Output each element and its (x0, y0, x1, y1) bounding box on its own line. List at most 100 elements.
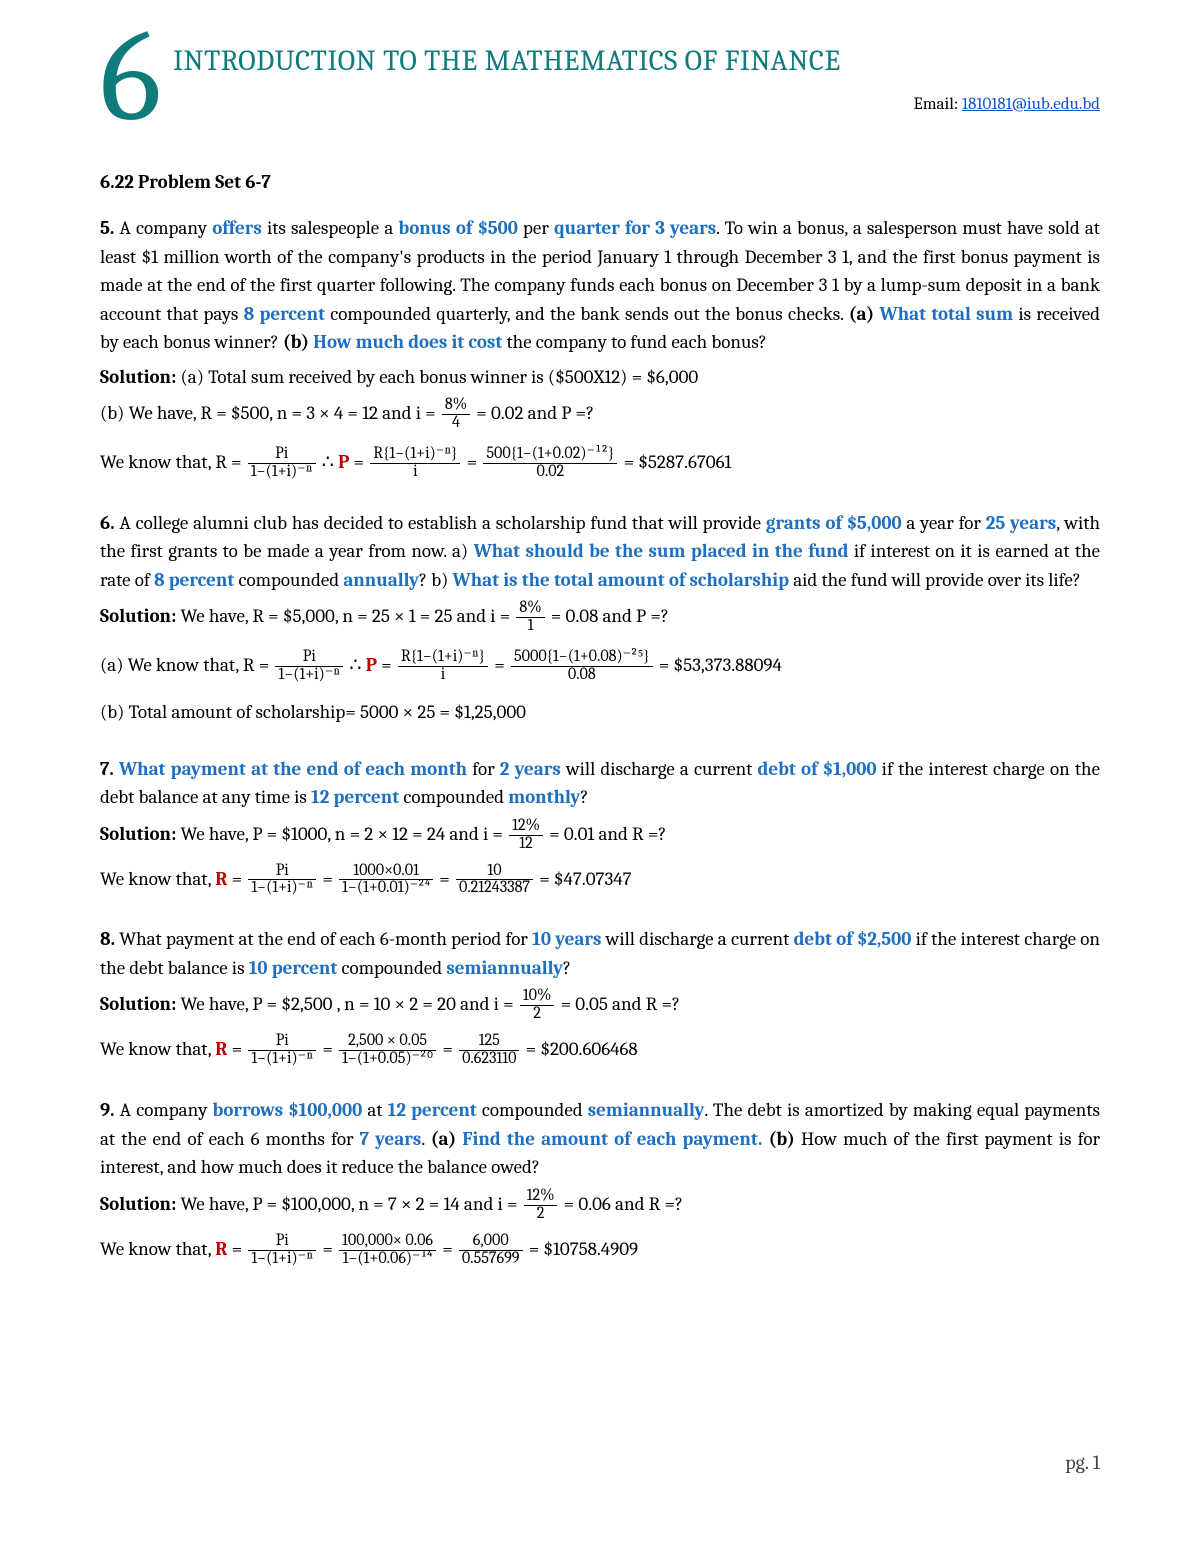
variable-R: R (215, 1038, 227, 1060)
text: We know that, (100, 1238, 215, 1260)
text: = 0.02 and P =? (472, 402, 594, 424)
fraction: 6,0000.557699 (459, 1233, 523, 1268)
text: = (318, 1238, 337, 1260)
text: ? (580, 786, 588, 808)
text: = (318, 867, 337, 889)
text: = (349, 451, 368, 473)
solution-line: Solution: We have, P = $2,500 , n = 10 ×… (100, 988, 1100, 1023)
text: compounded (399, 786, 508, 808)
highlight: 8 percent (244, 303, 325, 325)
highlight: debt of $2,500 (794, 928, 912, 950)
text: = (490, 654, 509, 676)
text: aid the fund will provide over its life? (789, 569, 1081, 591)
email-line: Email: 1810181@iub.edu.bd (173, 92, 1100, 118)
highlight: 25 years (986, 512, 1056, 534)
text: for (467, 758, 500, 780)
highlight: What should be the sum placed in the fun… (474, 540, 849, 562)
text: compounded quarterly, and the bank sends… (325, 303, 849, 325)
text: (a) Total sum received by each bonus win… (176, 366, 698, 388)
fraction: Pi1−(1+i)⁻ⁿ (275, 649, 343, 684)
text: = (227, 1238, 246, 1260)
text: What payment at the end of each 6-month … (115, 928, 532, 950)
highlight: debt of $1,000 (758, 758, 877, 780)
text: A company (115, 1099, 213, 1121)
solution-line: Solution: We have, R = $5,000, n = 25 × … (100, 600, 1100, 635)
solution-line: We know that, R = Pi1−(1+i)⁻ⁿ = 2,500 × … (100, 1033, 1100, 1068)
highlight: quarter for 3 years (554, 217, 716, 239)
fraction: Pi1−(1+i)⁻ⁿ (248, 1033, 316, 1068)
fraction: 12%12 (509, 818, 543, 853)
text: at (362, 1099, 387, 1121)
highlight: semiannually (588, 1099, 705, 1121)
highlight: What payment at the end of each month (114, 758, 467, 780)
chapter-title: INTRODUCTION TO THE MATHEMATICS OF FINAN… (173, 40, 1100, 84)
text: the company to fund each bonus? (502, 331, 767, 353)
part-b-label: (b) (283, 331, 309, 353)
solution-label: Solution: (100, 605, 176, 627)
text: per (518, 217, 554, 239)
fraction: Pi1−(1+i)⁻ⁿ (248, 863, 316, 898)
part-b-label: (b) (762, 1128, 794, 1150)
text: ∴ (345, 654, 365, 676)
problem-number: 7. (100, 758, 114, 780)
text: We have, P = $100,000, n = 7 × 2 = 14 an… (176, 1193, 521, 1215)
fraction: Pi1−(1+i)⁻ⁿ (248, 446, 316, 481)
highlight: bonus of $500 (398, 217, 518, 239)
text: = (438, 1038, 457, 1060)
highlight: grants of $5,000 (766, 512, 902, 534)
solution-label: Solution: (100, 823, 176, 845)
text: = (438, 1238, 457, 1260)
fraction: 10%2 (520, 988, 555, 1023)
highlight: offers (212, 217, 262, 239)
solution-line: Solution: We have, P = $100,000, n = 7 ×… (100, 1188, 1100, 1223)
page-header: 6 INTRODUCTION TO THE MATHEMATICS OF FIN… (100, 30, 1100, 133)
highlight: 8 percent (154, 569, 234, 591)
header-right: INTRODUCTION TO THE MATHEMATICS OF FINAN… (173, 30, 1100, 117)
text: We have, R = $5,000, n = 25 × 1 = 25 and… (176, 605, 514, 627)
fraction: 5000{1−(1+0.08)⁻²⁵}0.08 (511, 649, 653, 684)
text: = 0.01 and R =? (545, 823, 666, 845)
highlight: What total sum (874, 303, 1013, 325)
text: We have, P = $2,500 , n = 10 × 2 = 20 an… (176, 993, 518, 1015)
highlight: 12 percent (311, 786, 399, 808)
fraction: 100.21243387 (456, 863, 533, 898)
solution-line: Solution: We have, P = $1000, n = 2 × 12… (100, 818, 1100, 853)
text: We know that, R = (100, 451, 246, 473)
email-link[interactable]: 1810181@iub.edu.bd (962, 95, 1100, 114)
variable-P: P (338, 451, 349, 473)
solution-label: Solution: (100, 993, 176, 1015)
text: We know that, (100, 1038, 215, 1060)
solution-line: We know that, R = Pi1−(1+i)⁻ⁿ ∴ P = R{1−… (100, 446, 1100, 481)
highlight: 2 years (500, 758, 561, 780)
text: = (227, 1038, 246, 1060)
solution-line: (b) We have, R = $500, n = 3 × 4 = 12 an… (100, 397, 1100, 432)
highlight: How much does it cost (309, 331, 502, 353)
highlight: annually (343, 569, 419, 591)
solution-line: (a) We know that, R = Pi1−(1+i)⁻ⁿ ∴ P = … (100, 649, 1100, 684)
highlight: 12 percent (388, 1099, 477, 1121)
text: (a) We know that, R = (100, 654, 273, 676)
answer: = $10758.4909 (525, 1238, 639, 1260)
text: = (318, 1038, 337, 1060)
problem-5: 5. A company offers its salespeople a bo… (100, 214, 1100, 481)
text: ∴ (318, 451, 338, 473)
fraction: 1250.623110 (459, 1033, 519, 1068)
problem-number: 5. (100, 217, 114, 239)
text: its salespeople a (262, 217, 399, 239)
text: We know that, (100, 867, 215, 889)
variable-R: R (215, 1238, 227, 1260)
highlight: Find the amount of each payment. (456, 1128, 762, 1150)
solution-line: We know that, R = Pi1−(1+i)⁻ⁿ = 1000×0.0… (100, 863, 1100, 898)
problem-9: 9. A company borrows $100,000 at 12 perc… (100, 1096, 1100, 1267)
text: will discharge a current (561, 758, 758, 780)
text: ? b) (419, 569, 453, 591)
fraction: 2,500 × 0.051−(1+0.05)⁻²⁰ (339, 1033, 436, 1068)
fraction: 12%2 (524, 1188, 558, 1223)
fraction: Pi1−(1+i)⁻ⁿ (248, 1233, 316, 1268)
text: = 0.05 and R =? (556, 993, 680, 1015)
text: = 0.08 and P =? (547, 605, 669, 627)
fraction: R{1−(1+i)⁻ⁿ}i (370, 446, 460, 481)
highlight: 10 percent (249, 957, 338, 979)
fraction: 100,000× 0.061−(1+0.06)⁻¹⁴ (339, 1233, 436, 1268)
answer: = $47.07347 (535, 867, 631, 889)
